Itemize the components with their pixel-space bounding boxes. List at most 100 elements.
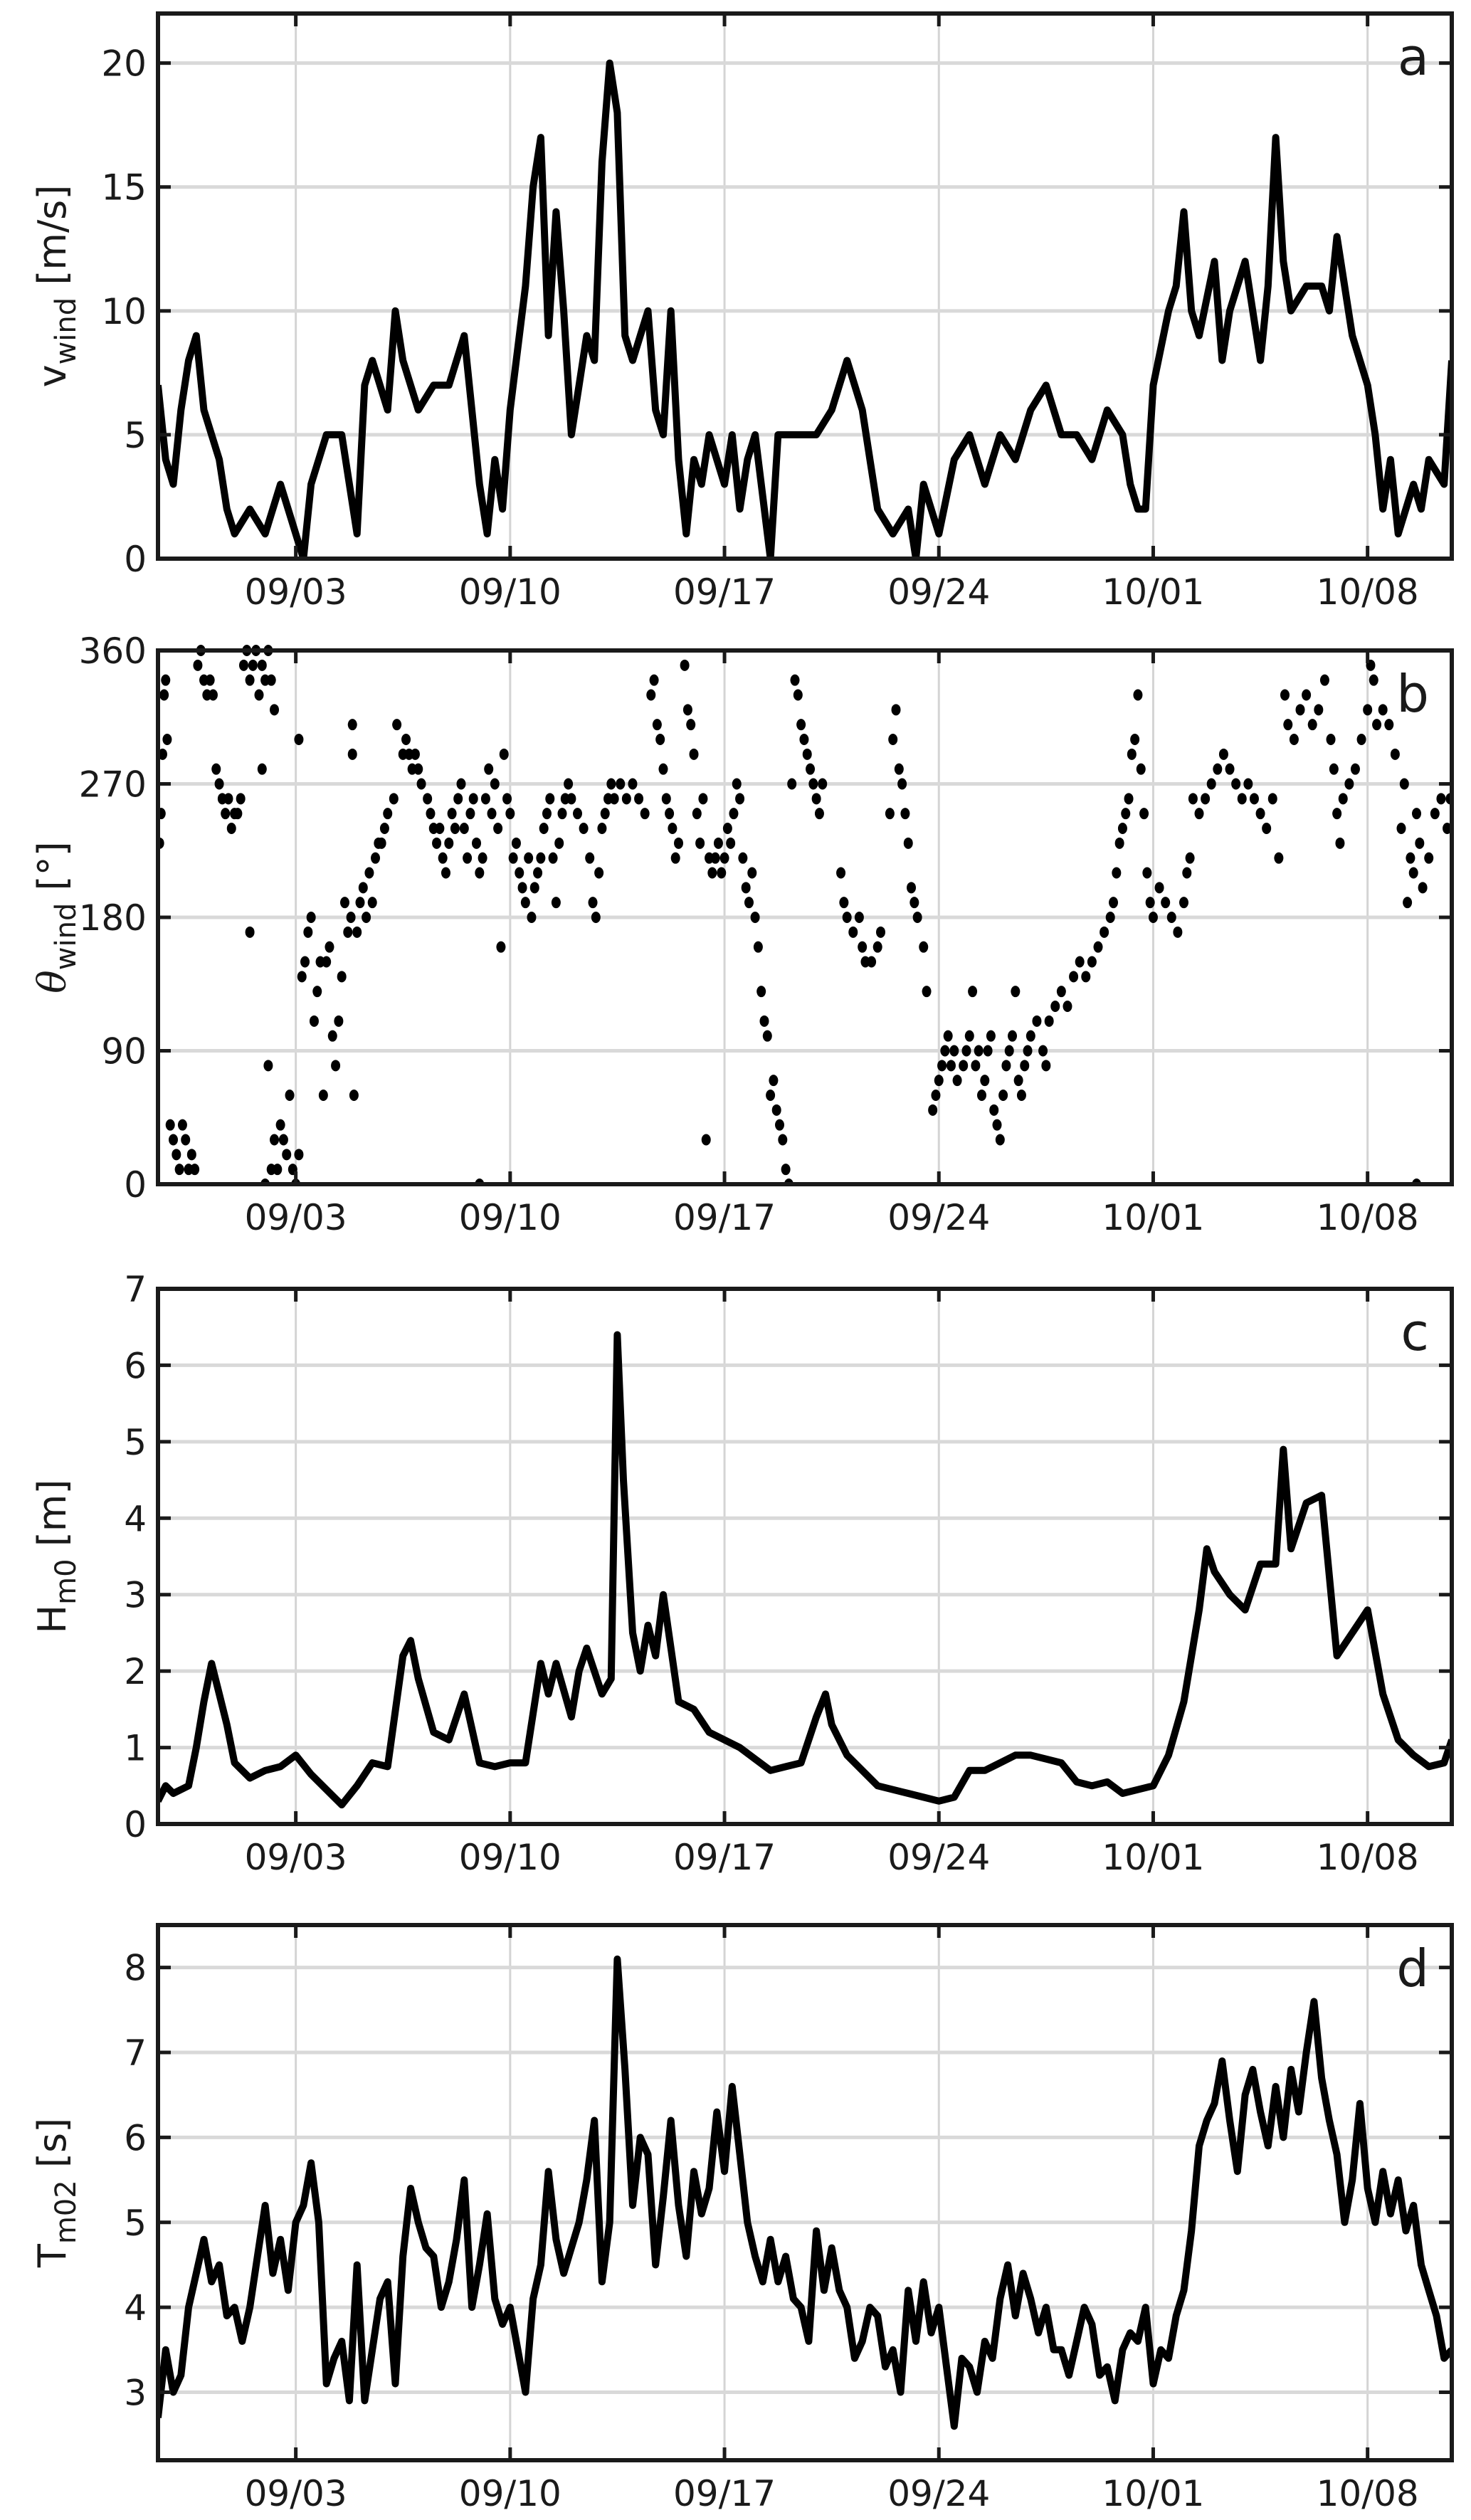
scatter-point [190, 1164, 200, 1176]
series-group [158, 1955, 1452, 2430]
scatter-point [1127, 748, 1137, 760]
scatter-point [964, 1030, 974, 1042]
scatter-point [1384, 719, 1394, 731]
scatter-point [796, 719, 806, 731]
scatter-point [1314, 704, 1324, 716]
scatter-point [158, 748, 167, 760]
scatter-point [1372, 719, 1382, 731]
scatter-point [1302, 689, 1312, 701]
scatter-point [533, 867, 543, 879]
scatter-point [1182, 867, 1192, 879]
y-axis-label-unit: [s] [30, 2118, 75, 2180]
scatter-point [897, 778, 907, 790]
scatter-point [389, 793, 399, 805]
scatter-point [1369, 674, 1378, 686]
scatter-point [738, 852, 748, 864]
scatter-point [266, 674, 276, 686]
scatter-point [741, 882, 751, 894]
scatter-point [1418, 882, 1428, 894]
scatter-point [910, 897, 919, 909]
scatter-point [983, 1045, 993, 1057]
scatter-point [1213, 763, 1223, 775]
scatter-point [343, 926, 353, 938]
x-tick-label: 10/08 [1317, 571, 1419, 613]
scatter-point [435, 823, 445, 834]
y-tick-label: 4 [124, 1498, 147, 1539]
scatter-point [236, 793, 246, 805]
y-tick-label: 15 [101, 167, 147, 209]
scatter-point [410, 748, 420, 760]
series-group [158, 59, 1452, 559]
scatter-point [214, 778, 224, 790]
scatter-point [759, 1015, 769, 1027]
scatter-point [628, 778, 638, 790]
scatter-point [413, 763, 423, 775]
scatter-point [680, 659, 690, 671]
x-tick-label: 09/24 [887, 571, 990, 613]
scatter-point [484, 763, 494, 775]
x-tick-label: 09/03 [245, 1837, 347, 1878]
y-axis-label-subscript: wind [50, 903, 83, 971]
scatter-point [1023, 1045, 1033, 1057]
scatter-point [352, 926, 362, 938]
scatter-point [1044, 1015, 1054, 1027]
scatter-point [1335, 837, 1345, 849]
scatter-point [701, 1134, 711, 1146]
scatter-point [937, 1060, 947, 1072]
scatter-point [465, 808, 475, 820]
scatter-point [1100, 926, 1109, 938]
scatter-point [1112, 867, 1122, 879]
scatter-point [1185, 852, 1195, 864]
scatter-point [726, 837, 736, 849]
scatter-point [245, 926, 255, 938]
scatter-point [986, 1030, 996, 1042]
scatter-point [1225, 763, 1235, 775]
x-tick-label: 09/10 [459, 1197, 561, 1238]
scatter-point [1267, 793, 1277, 805]
scatter-point [548, 852, 558, 864]
scatter-point [367, 897, 377, 909]
scatter-point [922, 986, 932, 998]
scatter-point [600, 808, 610, 820]
scatter-point [444, 837, 454, 849]
wind-speed-panel: 09/03 09/10 09/17 09/24 10/01 10/08 0 5 10 15 20 vw… [30, 11, 1454, 613]
series-line [158, 59, 1452, 559]
scatter-point [1243, 778, 1253, 790]
scatter-point [661, 793, 671, 805]
scatter-point [747, 867, 757, 879]
scatter-point [1114, 837, 1124, 849]
x-tick-label: 10/01 [1102, 571, 1204, 613]
scatter-point [322, 956, 332, 968]
scatter-point [379, 823, 389, 834]
scatter-point [959, 1060, 969, 1072]
scatter-point [463, 852, 473, 864]
scatter-point [891, 704, 901, 716]
scatter-point [524, 852, 534, 864]
scatter-point [995, 1134, 1005, 1146]
scatter-point [885, 808, 895, 820]
scatter-point [616, 778, 626, 790]
scatter-point [931, 1090, 941, 1101]
scatter-point [554, 837, 564, 849]
scatter-point [943, 1030, 953, 1042]
y-tick-label: 7 [124, 2033, 147, 2074]
scatter-point [1145, 897, 1155, 909]
wave-height-panel: 09/03 09/10 09/17 09/24 10/01 10/08 0 1 2 3 4 5 6 7 Hm… [30, 1269, 1454, 1878]
scatter-point [1188, 793, 1198, 805]
scatter-point [542, 808, 552, 820]
scatter-point [655, 734, 665, 745]
scatter-point [1403, 897, 1413, 909]
scatter-point [371, 852, 381, 864]
y-axis-label-unit: [m] [30, 1480, 75, 1559]
series-line [158, 1331, 1452, 1809]
scatter-point [1013, 1075, 1023, 1087]
scatter-point [1081, 971, 1091, 983]
scatter-point [778, 1134, 788, 1146]
scatter-point [1295, 704, 1305, 716]
scatter-point [1136, 763, 1146, 775]
scatter-point [233, 808, 243, 820]
panel-letter: b [1396, 664, 1429, 724]
scatter-point [771, 1104, 781, 1116]
scatter-point [1206, 778, 1216, 790]
